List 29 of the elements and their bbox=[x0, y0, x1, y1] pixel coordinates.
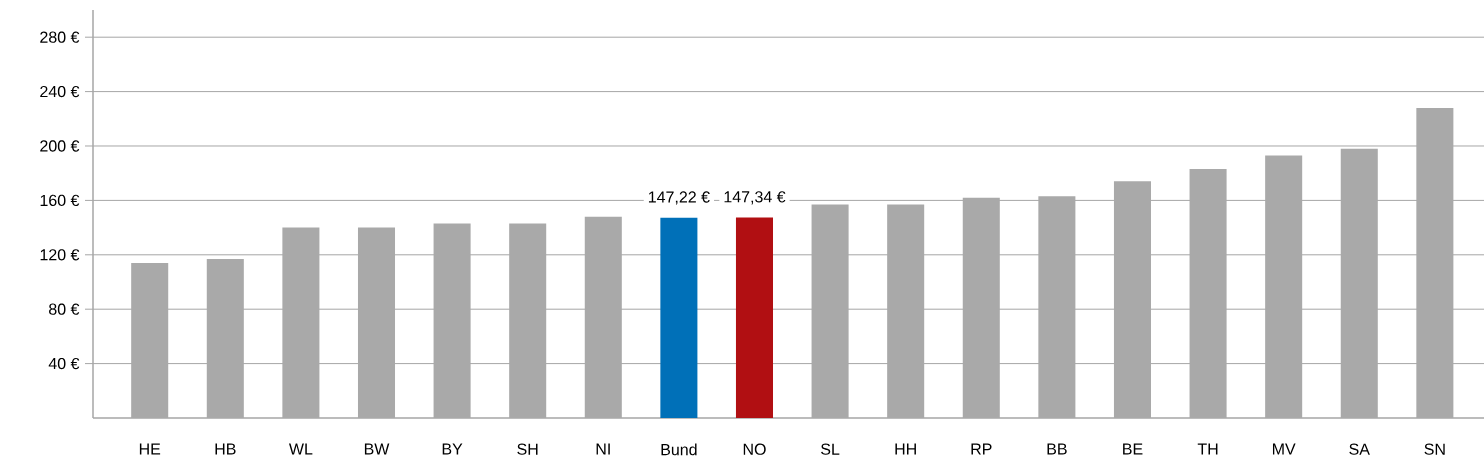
y-tick-label: 240 € bbox=[40, 85, 80, 98]
x-tick-label: TH bbox=[1197, 443, 1218, 455]
x-tick-label: SA bbox=[1349, 443, 1370, 455]
y-tick-label: 40 € bbox=[48, 357, 80, 370]
x-tick-label: BB bbox=[1047, 443, 1067, 455]
bar bbox=[735, 217, 773, 418]
x-tick-label: SL bbox=[821, 443, 840, 455]
x-tick-label: HE bbox=[139, 443, 161, 455]
y-tick-label: 200 € bbox=[40, 140, 80, 152]
y-tick-label: 80 € bbox=[49, 303, 80, 315]
x-tick-label: HB bbox=[215, 443, 236, 455]
data-label: 147,34 € bbox=[724, 191, 786, 205]
data-label: 147,22 € bbox=[648, 191, 710, 205]
x-tick-label: HH bbox=[895, 443, 916, 455]
x-tick-label: SN bbox=[1424, 443, 1445, 455]
x-tick-label: NO bbox=[743, 443, 766, 455]
x-tick-label: MV bbox=[1272, 443, 1296, 455]
x-tick-label: BW bbox=[364, 443, 390, 455]
x-tick-label: Bund bbox=[661, 443, 697, 456]
x-tick-label: BY bbox=[442, 443, 463, 455]
x-tick-label: NI bbox=[596, 443, 610, 455]
bar bbox=[660, 217, 698, 418]
y-tick-label: 160 € bbox=[40, 194, 80, 207]
x-tick-label: RP bbox=[971, 443, 992, 455]
x-tick-label: BE bbox=[1123, 443, 1143, 455]
y-tick-label: 120 € bbox=[40, 249, 80, 261]
x-tick-label: SH bbox=[517, 443, 538, 455]
x-tick-label: WL bbox=[288, 443, 313, 455]
y-tick-label: 280 € bbox=[40, 31, 80, 43]
